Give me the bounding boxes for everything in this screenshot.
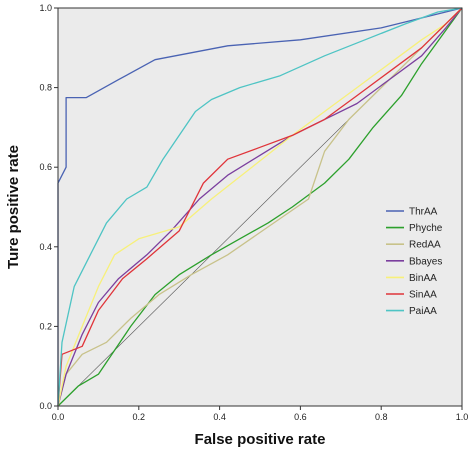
series-line-phyche xyxy=(57,7,463,407)
x-tick-label: 1.0 xyxy=(456,412,469,422)
legend-label-bbayes: Bbayes xyxy=(409,256,442,267)
y-tick-label: 0.6 xyxy=(39,162,52,172)
series-line-sinaa xyxy=(57,7,463,407)
x-tick-label: 0.4 xyxy=(213,412,226,422)
series-line-binaa xyxy=(57,7,463,407)
legend-label-phyche: Phyche xyxy=(409,223,443,234)
plot-border xyxy=(57,7,463,407)
y-tick-label: 1.0 xyxy=(39,3,52,13)
x-tick-label: 0.6 xyxy=(294,412,307,422)
y-tick-label: 0.4 xyxy=(39,242,52,252)
legend-label-sinaa: SinAA xyxy=(409,290,437,301)
y-tick-label: 0.0 xyxy=(39,401,52,411)
series-line-paiaa xyxy=(57,7,463,407)
legend-label-redaa: RedAA xyxy=(409,240,441,251)
y-axis-title: Ture positive rate xyxy=(5,145,22,269)
series-line-redaa xyxy=(57,7,463,407)
series-line-thraa xyxy=(57,7,463,406)
legend-label-binaa: BinAA xyxy=(409,273,437,284)
legend-label-paiaa: PaiAA xyxy=(409,306,437,317)
y-tick-label: 0.8 xyxy=(39,83,52,93)
series-line-bbayes xyxy=(57,7,463,407)
x-tick-label: 0.8 xyxy=(375,412,388,422)
legend-label-thraa: ThrAA xyxy=(409,207,438,218)
x-tick-label: 0.0 xyxy=(52,412,65,422)
y-tick-label: 0.2 xyxy=(39,321,52,331)
x-axis-title: False positive rate xyxy=(195,431,326,448)
x-tick-label: 0.2 xyxy=(133,412,146,422)
